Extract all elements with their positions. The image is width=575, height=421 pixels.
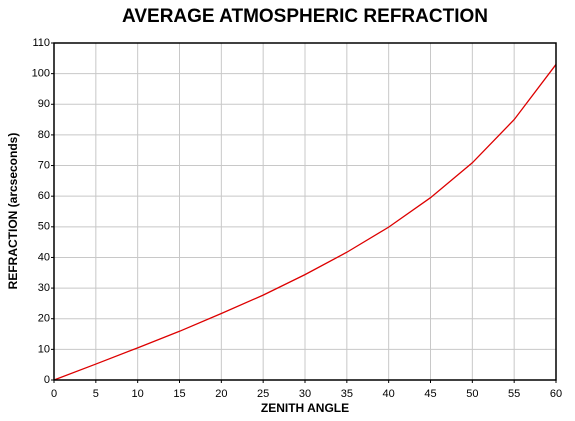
x-tick-label: 0 xyxy=(51,388,57,400)
x-tick-label: 10 xyxy=(132,388,144,400)
y-axis-label: REFRACTION (arcseconds) xyxy=(6,133,20,290)
x-tick-label: 55 xyxy=(508,388,520,400)
x-tick-label: 45 xyxy=(424,388,436,400)
x-tick-label: 30 xyxy=(299,388,311,400)
y-tick-label: 30 xyxy=(38,282,50,294)
x-axis-label: ZENITH ANGLE xyxy=(261,401,349,415)
y-tick-label: 20 xyxy=(38,313,50,325)
y-tick-label: 0 xyxy=(44,374,50,386)
x-tick-label: 25 xyxy=(257,388,269,400)
y-tick-label: 100 xyxy=(32,68,50,80)
y-tick-label: 80 xyxy=(38,129,50,141)
grid xyxy=(53,42,557,381)
y-tick-label: 40 xyxy=(38,251,50,263)
y-tick-label: 50 xyxy=(38,221,50,233)
x-tick-label: 5 xyxy=(93,388,99,400)
plot xyxy=(53,64,557,381)
y-tick-label: 10 xyxy=(38,343,50,355)
x-tick-label: 40 xyxy=(383,388,395,400)
y-tick-label: 70 xyxy=(38,159,50,171)
y-tick-label: 90 xyxy=(38,98,50,110)
x-tick-label: 20 xyxy=(215,388,227,400)
chart-title: AVERAGE ATMOSPHERIC REFRACTION xyxy=(122,6,488,27)
data-line xyxy=(53,64,557,381)
x-tick-label: 60 xyxy=(550,388,562,400)
x-tick-label: 15 xyxy=(173,388,185,400)
y-tick-label: 110 xyxy=(32,37,50,49)
x-tick-label: 50 xyxy=(466,388,478,400)
y-tick-label: 60 xyxy=(38,190,50,202)
x-tick-label: 35 xyxy=(341,388,353,400)
